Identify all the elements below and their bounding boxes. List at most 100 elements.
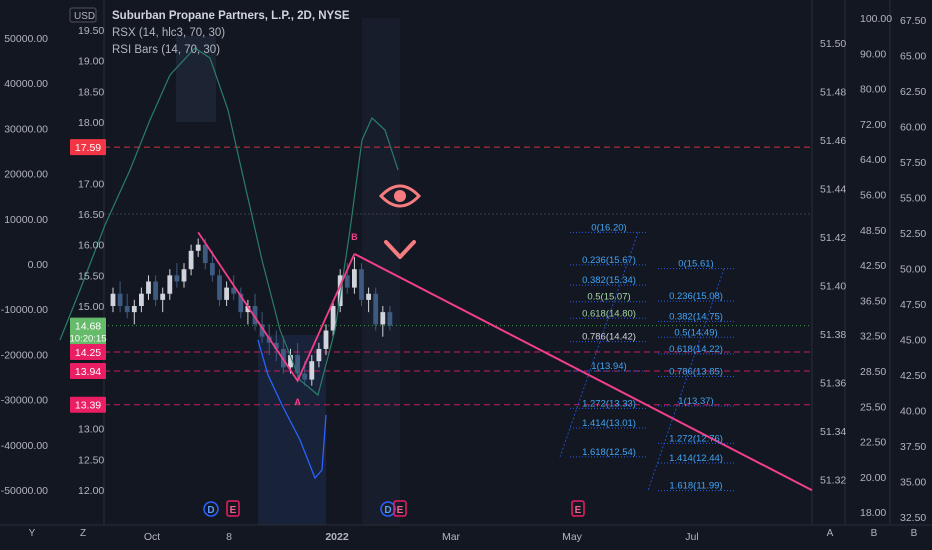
candle[interactable] — [167, 269, 173, 300]
ab-pattern-line[interactable] — [197, 231, 356, 383]
candle-body[interactable] — [380, 312, 386, 325]
candle-body[interactable] — [181, 269, 187, 282]
candle[interactable] — [160, 287, 166, 313]
candle-body[interactable] — [323, 330, 329, 349]
candle-body[interactable] — [231, 287, 237, 294]
candle[interactable] — [380, 306, 386, 337]
candle[interactable] — [238, 287, 244, 319]
candle[interactable] — [316, 342, 322, 368]
candle-body[interactable] — [210, 263, 215, 276]
price-tag[interactable]: 14.25 — [70, 344, 106, 360]
candle-body[interactable] — [373, 293, 379, 325]
candle-body[interactable] — [330, 306, 336, 331]
candle-body[interactable] — [245, 306, 251, 313]
time-axis-tick: 2022 — [325, 531, 349, 543]
candle-body[interactable] — [153, 281, 158, 300]
candle-body[interactable] — [146, 281, 151, 294]
candle-body[interactable] — [167, 275, 173, 294]
right-axis-2-tick: 42.50 — [860, 260, 886, 272]
trend-line[interactable] — [353, 252, 813, 492]
candle[interactable] — [224, 281, 229, 306]
candle-body[interactable] — [337, 275, 343, 306]
candle-body[interactable] — [359, 269, 364, 300]
candle-body[interactable] — [316, 348, 322, 362]
candle-body[interactable] — [110, 293, 116, 306]
candle[interactable] — [174, 263, 180, 288]
candle-body[interactable] — [139, 293, 144, 306]
candle-body[interactable] — [259, 324, 265, 337]
indicator-rsx-label[interactable]: RSX (14, hlc3, 70, 30) — [112, 27, 226, 39]
left-axis-tick: 0.00 — [28, 259, 49, 271]
currency-badge: USD — [74, 11, 95, 22]
price-tag[interactable]: 17.59 — [70, 139, 106, 156]
candle[interactable] — [139, 287, 144, 313]
candle[interactable] — [188, 244, 194, 276]
candle-body[interactable] — [295, 355, 300, 374]
event-marker-dividend[interactable]: D — [380, 501, 396, 517]
event-marker-earnings[interactable]: E — [393, 500, 407, 517]
candle-body[interactable] — [160, 293, 166, 300]
candle[interactable] — [131, 299, 137, 325]
price-tag[interactable]: 13.39 — [70, 396, 106, 413]
candle-body[interactable] — [117, 293, 123, 306]
candle-body[interactable] — [352, 269, 357, 288]
candle-body[interactable] — [131, 306, 137, 313]
candle[interactable] — [387, 306, 393, 331]
candle-body[interactable] — [366, 293, 371, 300]
candle[interactable] — [366, 287, 371, 313]
candle-body[interactable] — [273, 342, 279, 349]
chevron-down-icon — [384, 240, 416, 259]
right-axis-2-tick: 48.50 — [860, 225, 886, 237]
eye-icon-pupil — [394, 190, 406, 202]
candle-body[interactable] — [288, 355, 293, 368]
candle[interactable] — [110, 287, 116, 313]
candle-body[interactable] — [195, 244, 201, 251]
indicator-rsi-bars-label[interactable]: RSI Bars (14, 70, 30) — [112, 44, 221, 56]
candle-body[interactable] — [124, 306, 130, 313]
price-tag[interactable]: 13.94 — [70, 363, 106, 380]
candle[interactable] — [373, 287, 379, 331]
candle-body[interactable] — [174, 275, 180, 282]
candle[interactable] — [252, 293, 258, 331]
symbol-title[interactable]: Suburban Propane Partners, L.P., 2D, NYS… — [112, 10, 350, 22]
candle[interactable] — [117, 281, 123, 313]
candle[interactable] — [273, 330, 279, 362]
candle[interactable] — [124, 293, 130, 319]
event-marker-earnings-future[interactable]: E — [571, 500, 585, 517]
candle[interactable] — [337, 269, 343, 313]
candle[interactable] — [231, 275, 237, 300]
candle[interactable] — [217, 269, 222, 306]
fib-projection-layer[interactable]: 0(16.20) 0.236(15.67) 0.382(15.34) 0.5(15.0… — [559, 222, 734, 492]
candle[interactable] — [309, 355, 315, 386]
candle[interactable] — [323, 324, 329, 356]
left-axis-tick: 30000.00 — [4, 123, 48, 135]
candle[interactable] — [195, 238, 201, 257]
candle[interactable] — [359, 263, 364, 306]
right-axis-3-tick: 50.00 — [900, 264, 926, 276]
event-marker-earnings[interactable]: E — [226, 500, 240, 517]
event-marker-dividend[interactable]: D — [203, 501, 219, 517]
candle-body[interactable] — [302, 373, 308, 380]
candle-body[interactable] — [202, 244, 208, 264]
candle[interactable] — [153, 275, 158, 306]
candle-body[interactable] — [309, 361, 315, 380]
candlestick-series[interactable] — [110, 238, 393, 386]
rsx-indicator-line[interactable] — [59, 47, 399, 397]
candle[interactable] — [245, 299, 251, 325]
candle-body[interactable] — [238, 293, 244, 313]
price-tag-bg — [70, 139, 106, 156]
candle-body[interactable] — [344, 275, 350, 288]
candle-body[interactable] — [387, 312, 393, 326]
candle[interactable] — [146, 275, 151, 300]
candle-body[interactable] — [224, 287, 229, 300]
candle-body[interactable] — [252, 306, 258, 325]
candle[interactable] — [210, 250, 215, 282]
rsx-oversold-segment[interactable] — [257, 339, 327, 480]
candle[interactable] — [181, 263, 187, 288]
candle[interactable] — [330, 299, 336, 337]
candle-body[interactable] — [217, 275, 222, 300]
candle-body[interactable] — [188, 250, 194, 270]
candle[interactable] — [352, 256, 357, 294]
